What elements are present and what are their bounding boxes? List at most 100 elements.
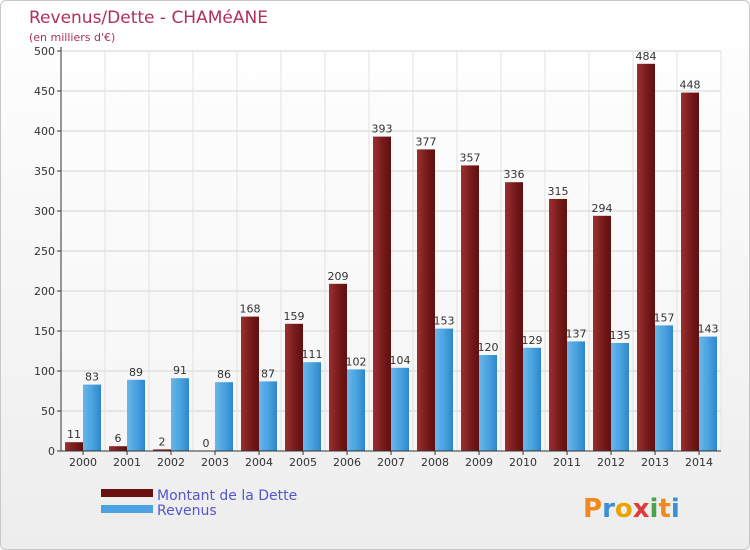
bars: 11 83 6 89 2 91 0 86 168 87 159 111 209 102 393 104 377 1… (65, 50, 719, 452)
data-label-revenus: 157 (654, 311, 675, 324)
x-tick-label: 2013 (641, 456, 669, 469)
bar-debt (373, 136, 391, 451)
bar-revenus (259, 381, 277, 451)
bar-debt (461, 165, 479, 451)
x-axis: 2000 2001 2002 2003 2004 2005 2006 2007 2008 2009… (61, 450, 721, 469)
x-tick-label: 2000 (69, 456, 97, 469)
legend-label-revenus: Revenus (157, 503, 217, 519)
logo-letter: x (633, 494, 650, 524)
data-label-revenus: 129 (522, 334, 543, 347)
x-tick-label: 2002 (157, 456, 185, 469)
chart-subtitle: (en milliers d'€) (29, 31, 115, 44)
x-tick-label: 2004 (245, 456, 273, 469)
bar-debt (417, 149, 435, 451)
legend: Montant de la Dette Revenus (101, 488, 297, 519)
data-label-debt: 315 (548, 185, 569, 198)
y-tick-label: 100 (34, 365, 55, 378)
y-tick-label: 300 (34, 205, 55, 218)
data-label-debt: 393 (372, 123, 393, 136)
data-label-debt: 484 (636, 50, 657, 63)
bar-revenus (127, 379, 145, 451)
data-label-revenus: 104 (390, 354, 411, 367)
bar-revenus (391, 367, 409, 451)
bar-revenus (83, 384, 101, 451)
logo-letter: r (602, 494, 615, 524)
legend-swatch-debt (101, 489, 153, 497)
data-label-revenus: 143 (698, 323, 719, 336)
data-label-debt: 11 (67, 428, 81, 441)
data-label-revenus: 111 (302, 348, 323, 361)
x-tick-label: 2011 (553, 456, 581, 469)
logo-letter: i (671, 494, 680, 524)
data-label-revenus: 87 (261, 367, 275, 380)
bar-revenus (171, 378, 189, 451)
data-label-debt: 294 (592, 202, 613, 215)
y-tick-label: 0 (48, 445, 55, 458)
x-tick-label: 2012 (597, 456, 625, 469)
data-label-revenus: 153 (434, 315, 455, 328)
data-label-debt: 209 (328, 270, 349, 283)
logo-letter: t (658, 494, 670, 524)
logo-letter: P (583, 494, 602, 524)
data-label-debt: 168 (240, 303, 261, 316)
y-tick-label: 200 (34, 285, 55, 298)
bar-revenus (215, 382, 233, 451)
data-label-debt: 2 (159, 435, 166, 448)
bar-debt (681, 92, 699, 451)
y-tick-label: 350 (34, 165, 55, 178)
logo-letter: o (615, 494, 633, 524)
x-tick-label: 2014 (685, 456, 713, 469)
y-tick-label: 450 (34, 85, 55, 98)
bar-debt (65, 442, 83, 451)
legend-swatch-revenus (101, 505, 153, 513)
data-label-debt: 6 (115, 432, 122, 445)
y-tick-label: 400 (34, 125, 55, 138)
bar-revenus (567, 341, 585, 451)
bar-revenus (611, 343, 629, 451)
bar-debt (153, 449, 171, 451)
bar-debt (637, 63, 655, 452)
data-label-revenus: 83 (85, 371, 99, 384)
data-label-revenus: 102 (346, 355, 367, 368)
bar-revenus (655, 325, 673, 451)
data-label-debt: 357 (460, 151, 481, 164)
y-tick-label: 250 (34, 245, 55, 258)
y-tick-label: 50 (41, 405, 55, 418)
x-tick-label: 2005 (289, 456, 317, 469)
bar-debt (241, 316, 259, 451)
bar-debt (505, 182, 523, 451)
bar-revenus (347, 369, 365, 451)
data-label-debt: 0 (203, 437, 210, 450)
legend-label-debt: Montant de la Dette (157, 488, 297, 504)
bar-debt (329, 283, 347, 451)
x-tick-label: 2009 (465, 456, 493, 469)
data-label-revenus: 86 (217, 368, 231, 381)
data-label-revenus: 120 (478, 341, 499, 354)
bar-debt (593, 215, 611, 451)
bar-debt (285, 323, 303, 451)
y-axis: 0 50 100 150 200 250 300 350 400 450 500 (34, 45, 62, 458)
x-tick-label: 2003 (201, 456, 229, 469)
x-tick-label: 2008 (421, 456, 449, 469)
bar-revenus (435, 328, 453, 451)
data-label-debt: 336 (504, 168, 525, 181)
bar-revenus (303, 362, 321, 451)
x-tick-label: 2001 (113, 456, 141, 469)
data-label-debt: 377 (416, 135, 437, 148)
bar-revenus (479, 355, 497, 451)
bar-revenus (699, 336, 717, 451)
data-label-debt: 159 (284, 310, 305, 323)
proxiti-logo: Proxiti (583, 494, 680, 524)
bar-debt (109, 446, 127, 451)
data-label-debt: 448 (680, 79, 701, 92)
data-label-revenus: 91 (173, 364, 187, 377)
x-tick-label: 2006 (333, 456, 361, 469)
bar-debt (549, 199, 567, 451)
bar-revenus (523, 347, 541, 451)
chart-title: Revenus/Dette - CHAMéANE (29, 8, 268, 28)
data-label-revenus: 135 (610, 329, 631, 342)
y-tick-label: 150 (34, 325, 55, 338)
data-label-revenus: 137 (566, 327, 587, 340)
